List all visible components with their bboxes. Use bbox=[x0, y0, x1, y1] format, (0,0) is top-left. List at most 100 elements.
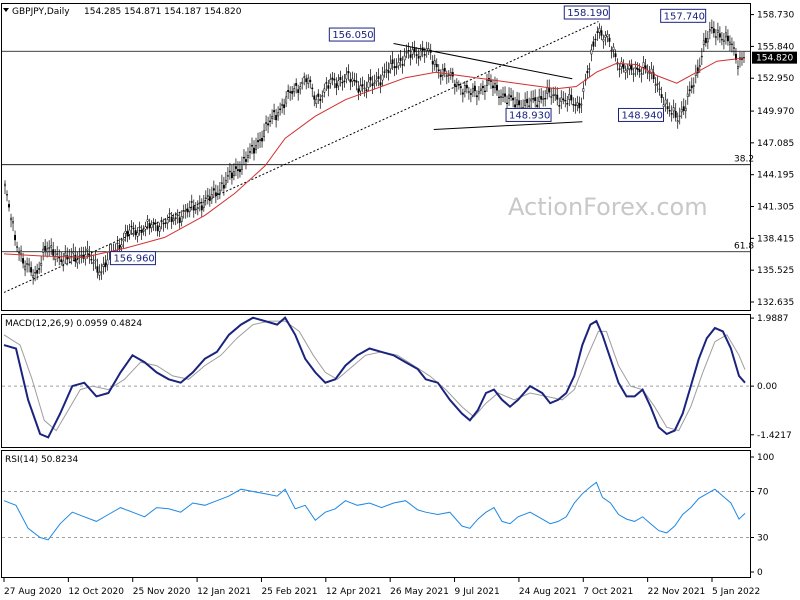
candle-body bbox=[477, 91, 480, 94]
candle-body bbox=[465, 84, 468, 89]
candle-body bbox=[236, 169, 239, 171]
candle-body bbox=[676, 120, 679, 123]
candle-body bbox=[228, 170, 231, 173]
rsi-tick-1: 70 bbox=[757, 488, 769, 498]
candle-body bbox=[42, 248, 45, 253]
candle-body bbox=[180, 216, 183, 222]
candle-body bbox=[492, 85, 494, 89]
candle-body bbox=[20, 250, 23, 255]
candle-body bbox=[335, 83, 338, 88]
candle-body bbox=[22, 258, 25, 264]
candle-body bbox=[508, 94, 510, 99]
candle-body bbox=[526, 98, 529, 104]
candle-body bbox=[158, 226, 161, 232]
candle-body bbox=[98, 271, 101, 276]
candle-body bbox=[160, 220, 163, 223]
candle-body bbox=[54, 256, 57, 260]
candle-body bbox=[216, 193, 219, 195]
price-annotations: 156.050 158.190 157.740 148.930 148.940 156.9… bbox=[109, 5, 707, 266]
candle-body bbox=[401, 63, 404, 66]
candle-body bbox=[26, 263, 29, 265]
candle-body bbox=[194, 208, 197, 211]
candle-body bbox=[630, 64, 633, 71]
candle-body bbox=[504, 93, 506, 97]
candle-body bbox=[239, 169, 241, 172]
candle-body bbox=[598, 27, 601, 33]
candle-body bbox=[397, 62, 400, 66]
candle-body bbox=[389, 63, 392, 70]
candle-body bbox=[249, 151, 251, 153]
candle-body bbox=[722, 39, 725, 42]
candle-body bbox=[365, 89, 368, 92]
current-price-tag: 154.820 bbox=[752, 51, 797, 64]
candle-body bbox=[498, 96, 500, 99]
candle-body bbox=[90, 259, 93, 261]
candle-body bbox=[481, 85, 484, 89]
candle-body bbox=[578, 102, 581, 109]
candle-body bbox=[146, 219, 149, 222]
x-tick-6: 26 May 2021 bbox=[390, 587, 449, 597]
candle-body bbox=[606, 34, 609, 37]
candle-body bbox=[48, 247, 51, 249]
candle-body bbox=[500, 96, 502, 98]
candle-body bbox=[712, 28, 715, 34]
rsi-tick-0: 100 bbox=[757, 453, 774, 463]
candle-body bbox=[301, 81, 304, 85]
candle-body bbox=[208, 196, 211, 201]
candle-body bbox=[291, 91, 294, 94]
candle-body bbox=[232, 171, 235, 177]
candle-body bbox=[337, 80, 340, 87]
candle-body bbox=[463, 85, 466, 92]
candle-body bbox=[247, 155, 249, 158]
rsi-y-ticks: 100 70 30 0 bbox=[750, 453, 774, 578]
candle-body bbox=[6, 194, 8, 196]
candle-body bbox=[403, 55, 406, 61]
candle-body bbox=[590, 49, 593, 55]
candle-body bbox=[148, 222, 151, 229]
candle-body bbox=[353, 79, 356, 82]
candle-body bbox=[716, 29, 719, 33]
candle-body bbox=[28, 263, 31, 266]
x-tick-4: 25 Feb 2021 bbox=[261, 587, 317, 597]
rsi-tick-2: 30 bbox=[757, 534, 769, 544]
candle-body bbox=[648, 72, 651, 75]
candle-body bbox=[363, 87, 366, 90]
candle-body bbox=[730, 43, 733, 46]
candle-body bbox=[331, 77, 334, 80]
candle-body bbox=[106, 259, 109, 265]
level-label-0: 38.2 bbox=[734, 155, 754, 165]
candle-body bbox=[708, 29, 711, 32]
candle-body bbox=[369, 76, 372, 81]
macd-panel bbox=[1, 314, 751, 448]
candle-body bbox=[234, 166, 237, 169]
candle-body bbox=[502, 93, 504, 98]
candle-body bbox=[214, 192, 217, 196]
candle-body bbox=[4, 183, 6, 187]
candle-body bbox=[550, 96, 553, 98]
candle-body bbox=[339, 77, 342, 80]
price-annotation-box bbox=[109, 251, 156, 266]
candle-body bbox=[457, 84, 460, 86]
candle-body bbox=[224, 179, 227, 185]
candle-body bbox=[419, 50, 422, 57]
trendline-0 bbox=[3, 21, 599, 293]
candle-body bbox=[536, 104, 539, 107]
candle-body bbox=[220, 182, 223, 184]
macd-y-ticks: 1.9887 0.00 -1.4217 bbox=[750, 314, 792, 441]
candle-body bbox=[479, 88, 482, 91]
candle-body bbox=[574, 104, 577, 106]
candle-body bbox=[315, 99, 318, 104]
candle-body bbox=[383, 71, 386, 73]
candle-body bbox=[425, 48, 428, 52]
candle-body bbox=[594, 38, 597, 41]
candle-body bbox=[441, 68, 444, 76]
candle-body bbox=[702, 40, 705, 45]
candle-body bbox=[72, 251, 75, 254]
candle-body bbox=[130, 225, 133, 228]
symbol-label: GBPJPY,Daily bbox=[12, 7, 70, 17]
candle-body bbox=[126, 231, 129, 237]
candle-body bbox=[269, 120, 272, 122]
candle-body bbox=[14, 234, 16, 241]
triangle-down-icon bbox=[3, 8, 9, 12]
x-tick-1: 12 Oct 2020 bbox=[68, 587, 124, 597]
